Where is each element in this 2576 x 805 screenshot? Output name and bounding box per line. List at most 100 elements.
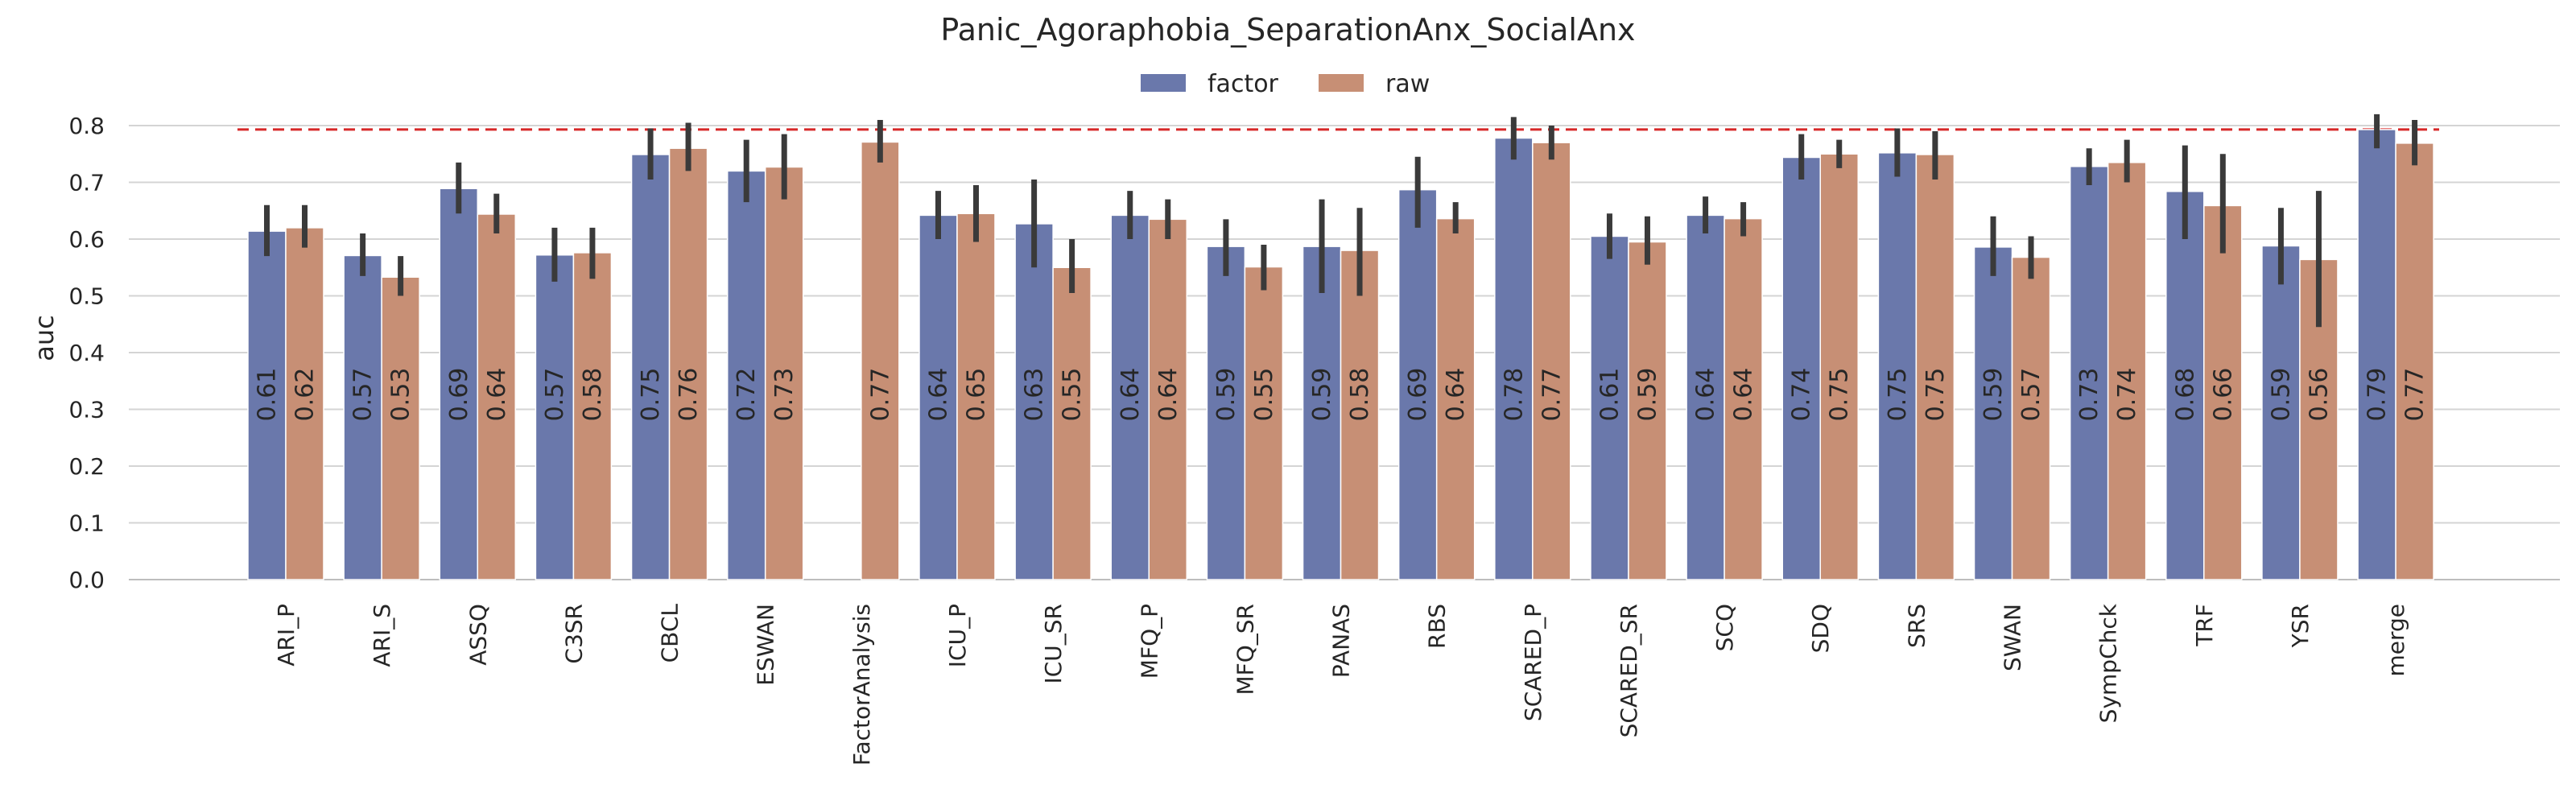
x-tick-label-SCQ: SCQ bbox=[1711, 604, 1738, 651]
bar-factor-PANAS bbox=[1302, 246, 1342, 580]
value-label-factor-SWAN: 0.59 bbox=[1979, 368, 2008, 422]
value-label-factor-PANAS: 0.59 bbox=[1308, 368, 1336, 422]
value-label-raw-MFQ_SR: 0.55 bbox=[1250, 368, 1278, 422]
bar-raw-SCARED_P bbox=[1532, 142, 1571, 580]
x-tick-label-C3SR: C3SR bbox=[560, 604, 587, 664]
value-label-factor-MFQ_P: 0.64 bbox=[1117, 368, 1145, 422]
bar-raw-ICU_SR bbox=[1052, 266, 1092, 580]
x-tick-label-RBS: RBS bbox=[1424, 604, 1451, 649]
y-tick-label: 0.7 bbox=[68, 170, 105, 196]
legend-swatch-factor bbox=[1141, 74, 1186, 92]
y-axis-label: auc bbox=[29, 315, 60, 361]
value-label-raw-merge: 0.77 bbox=[2401, 368, 2429, 422]
y-tick-label: 0.5 bbox=[68, 283, 105, 310]
value-label-raw-SCARED_P: 0.77 bbox=[1538, 368, 1566, 422]
bar-factor-TRF bbox=[2165, 191, 2205, 580]
value-label-raw-CBCL: 0.76 bbox=[675, 368, 703, 422]
bar-raw-ARI_S bbox=[381, 276, 420, 580]
x-tick-label-ARI_S: ARI_S bbox=[369, 604, 395, 667]
x-tick-label-TRF: TRF bbox=[2191, 604, 2218, 647]
bar-raw-SympChck bbox=[2107, 162, 2147, 580]
x-tick-label-SDQ: SDQ bbox=[1807, 604, 1834, 653]
value-label-raw-SCARED_SR: 0.59 bbox=[1633, 368, 1662, 422]
value-label-factor-SympChck: 0.73 bbox=[2075, 368, 2103, 422]
value-label-raw-SWAN: 0.57 bbox=[2017, 368, 2046, 422]
value-label-factor-SRS: 0.75 bbox=[1884, 368, 1912, 422]
value-label-factor-SCARED_P: 0.78 bbox=[1500, 368, 1528, 422]
value-label-factor-C3SR: 0.57 bbox=[541, 368, 569, 422]
axis-layer: 0.0 0.1 0.2 0.3 0.4 0.5 0.6 0.7 0.8 ARI_P ARI_S ASS… bbox=[68, 113, 2409, 766]
value-label-raw-SCQ: 0.64 bbox=[1730, 368, 1758, 422]
y-tick-label: 0.6 bbox=[68, 226, 105, 253]
bar-raw-MFQ_SR bbox=[1244, 266, 1284, 580]
y-tick-label: 0.2 bbox=[68, 453, 105, 480]
value-label-factor-ARI_P: 0.61 bbox=[254, 368, 282, 422]
value-label-raw-ARI_S: 0.53 bbox=[387, 368, 415, 422]
value-label-raw-RBS: 0.64 bbox=[1442, 368, 1470, 422]
value-label-raw-FactorAnalysis: 0.77 bbox=[866, 368, 894, 422]
y-tick-label: 0.4 bbox=[68, 340, 105, 366]
value-label-factor-merge: 0.79 bbox=[2363, 368, 2392, 422]
x-tick-label-ARI_P: ARI_P bbox=[273, 604, 299, 667]
bar-raw-PANAS bbox=[1340, 250, 1380, 580]
bar-factor-ASSQ bbox=[439, 188, 479, 580]
value-label-raw-C3SR: 0.58 bbox=[579, 368, 607, 422]
x-tick-label-YSR: YSR bbox=[2287, 604, 2314, 648]
error-bars-layer bbox=[264, 114, 2418, 328]
value-label-factor-ICU_SR: 0.63 bbox=[1021, 368, 1049, 422]
bar-factor-merge bbox=[2357, 129, 2396, 580]
bar-raw-SWAN bbox=[2011, 256, 2051, 580]
x-tick-label-SCARED_SR: SCARED_SR bbox=[1616, 604, 1642, 737]
value-label-raw-ICU_SR: 0.55 bbox=[1059, 368, 1087, 422]
value-label-factor-ESWAN: 0.72 bbox=[733, 368, 761, 422]
y-tick-label: 0.0 bbox=[68, 567, 105, 593]
bar-raw-ARI_P bbox=[285, 227, 324, 580]
bar-raw-MFQ_P bbox=[1148, 218, 1188, 580]
bar-raw-RBS bbox=[1435, 217, 1476, 580]
bar-factor-SCARED_P bbox=[1494, 137, 1534, 580]
legend-label-raw: raw bbox=[1385, 70, 1430, 98]
bar-factor-SDQ bbox=[1781, 156, 1821, 580]
x-tick-label-ESWAN: ESWAN bbox=[753, 604, 779, 686]
value-label-raw-SDQ: 0.75 bbox=[1826, 368, 1854, 422]
bar-factor-RBS bbox=[1397, 188, 1438, 580]
value-label-raw-YSR: 0.56 bbox=[2305, 368, 2333, 422]
y-tick-label: 0.8 bbox=[68, 113, 105, 139]
chart-title: Panic_Agoraphobia_SeparationAnx_SocialAn… bbox=[940, 12, 1635, 47]
value-label-factor-ARI_S: 0.57 bbox=[349, 368, 378, 422]
bar-factor-SympChck bbox=[2069, 166, 2109, 580]
value-label-factor-ICU_P: 0.64 bbox=[924, 368, 952, 422]
x-tick-label-ICU_SR: ICU_SR bbox=[1040, 604, 1067, 684]
bar-factor-CBCL bbox=[630, 154, 671, 580]
value-label-factor-SCQ: 0.64 bbox=[1692, 368, 1720, 422]
bar-factor-ESWAN bbox=[726, 170, 766, 580]
legend-label-factor: factor bbox=[1208, 70, 1279, 98]
value-label-raw-ICU_P: 0.65 bbox=[962, 368, 990, 422]
bar-factor-SRS bbox=[1877, 152, 1918, 580]
value-label-factor-RBS: 0.69 bbox=[1404, 368, 1432, 422]
bar-raw-CBCL bbox=[668, 147, 708, 580]
bar-raw-SRS bbox=[1915, 154, 1955, 580]
x-tick-label-CBCL: CBCL bbox=[657, 604, 683, 663]
value-label-factor-SDQ: 0.74 bbox=[1788, 368, 1816, 422]
value-label-factor-TRF: 0.68 bbox=[2171, 368, 2199, 422]
bar-factor-ICU_SR bbox=[1014, 223, 1054, 580]
bar-raw-ICU_P bbox=[956, 213, 996, 580]
value-label-raw-MFQ_P: 0.64 bbox=[1154, 368, 1183, 422]
value-label-raw-ARI_P: 0.62 bbox=[291, 368, 320, 422]
bar-raw-ESWAN bbox=[764, 166, 804, 580]
bar-raw-TRF bbox=[2203, 204, 2243, 580]
x-tick-label-ICU_P: ICU_P bbox=[944, 604, 971, 667]
value-label-raw-ASSQ: 0.64 bbox=[483, 368, 511, 422]
value-label-factor-MFQ_SR: 0.59 bbox=[1212, 368, 1241, 422]
value-label-raw-ESWAN: 0.73 bbox=[770, 368, 799, 422]
x-tick-label-SCARED_P: SCARED_P bbox=[1520, 604, 1546, 721]
y-tick-label: 0.1 bbox=[68, 510, 105, 537]
bar-factor-MFQ_P bbox=[1110, 214, 1150, 580]
x-tick-label-MFQ_P: MFQ_P bbox=[1136, 604, 1162, 679]
value-label-factor-ASSQ: 0.69 bbox=[445, 368, 473, 422]
bar-labels-layer: 0.61 0.62 0.57 0.53 0.69 0.64 0.57 0.58 0.75 0.76… bbox=[254, 368, 2429, 422]
value-label-raw-SympChck: 0.74 bbox=[2113, 368, 2141, 422]
